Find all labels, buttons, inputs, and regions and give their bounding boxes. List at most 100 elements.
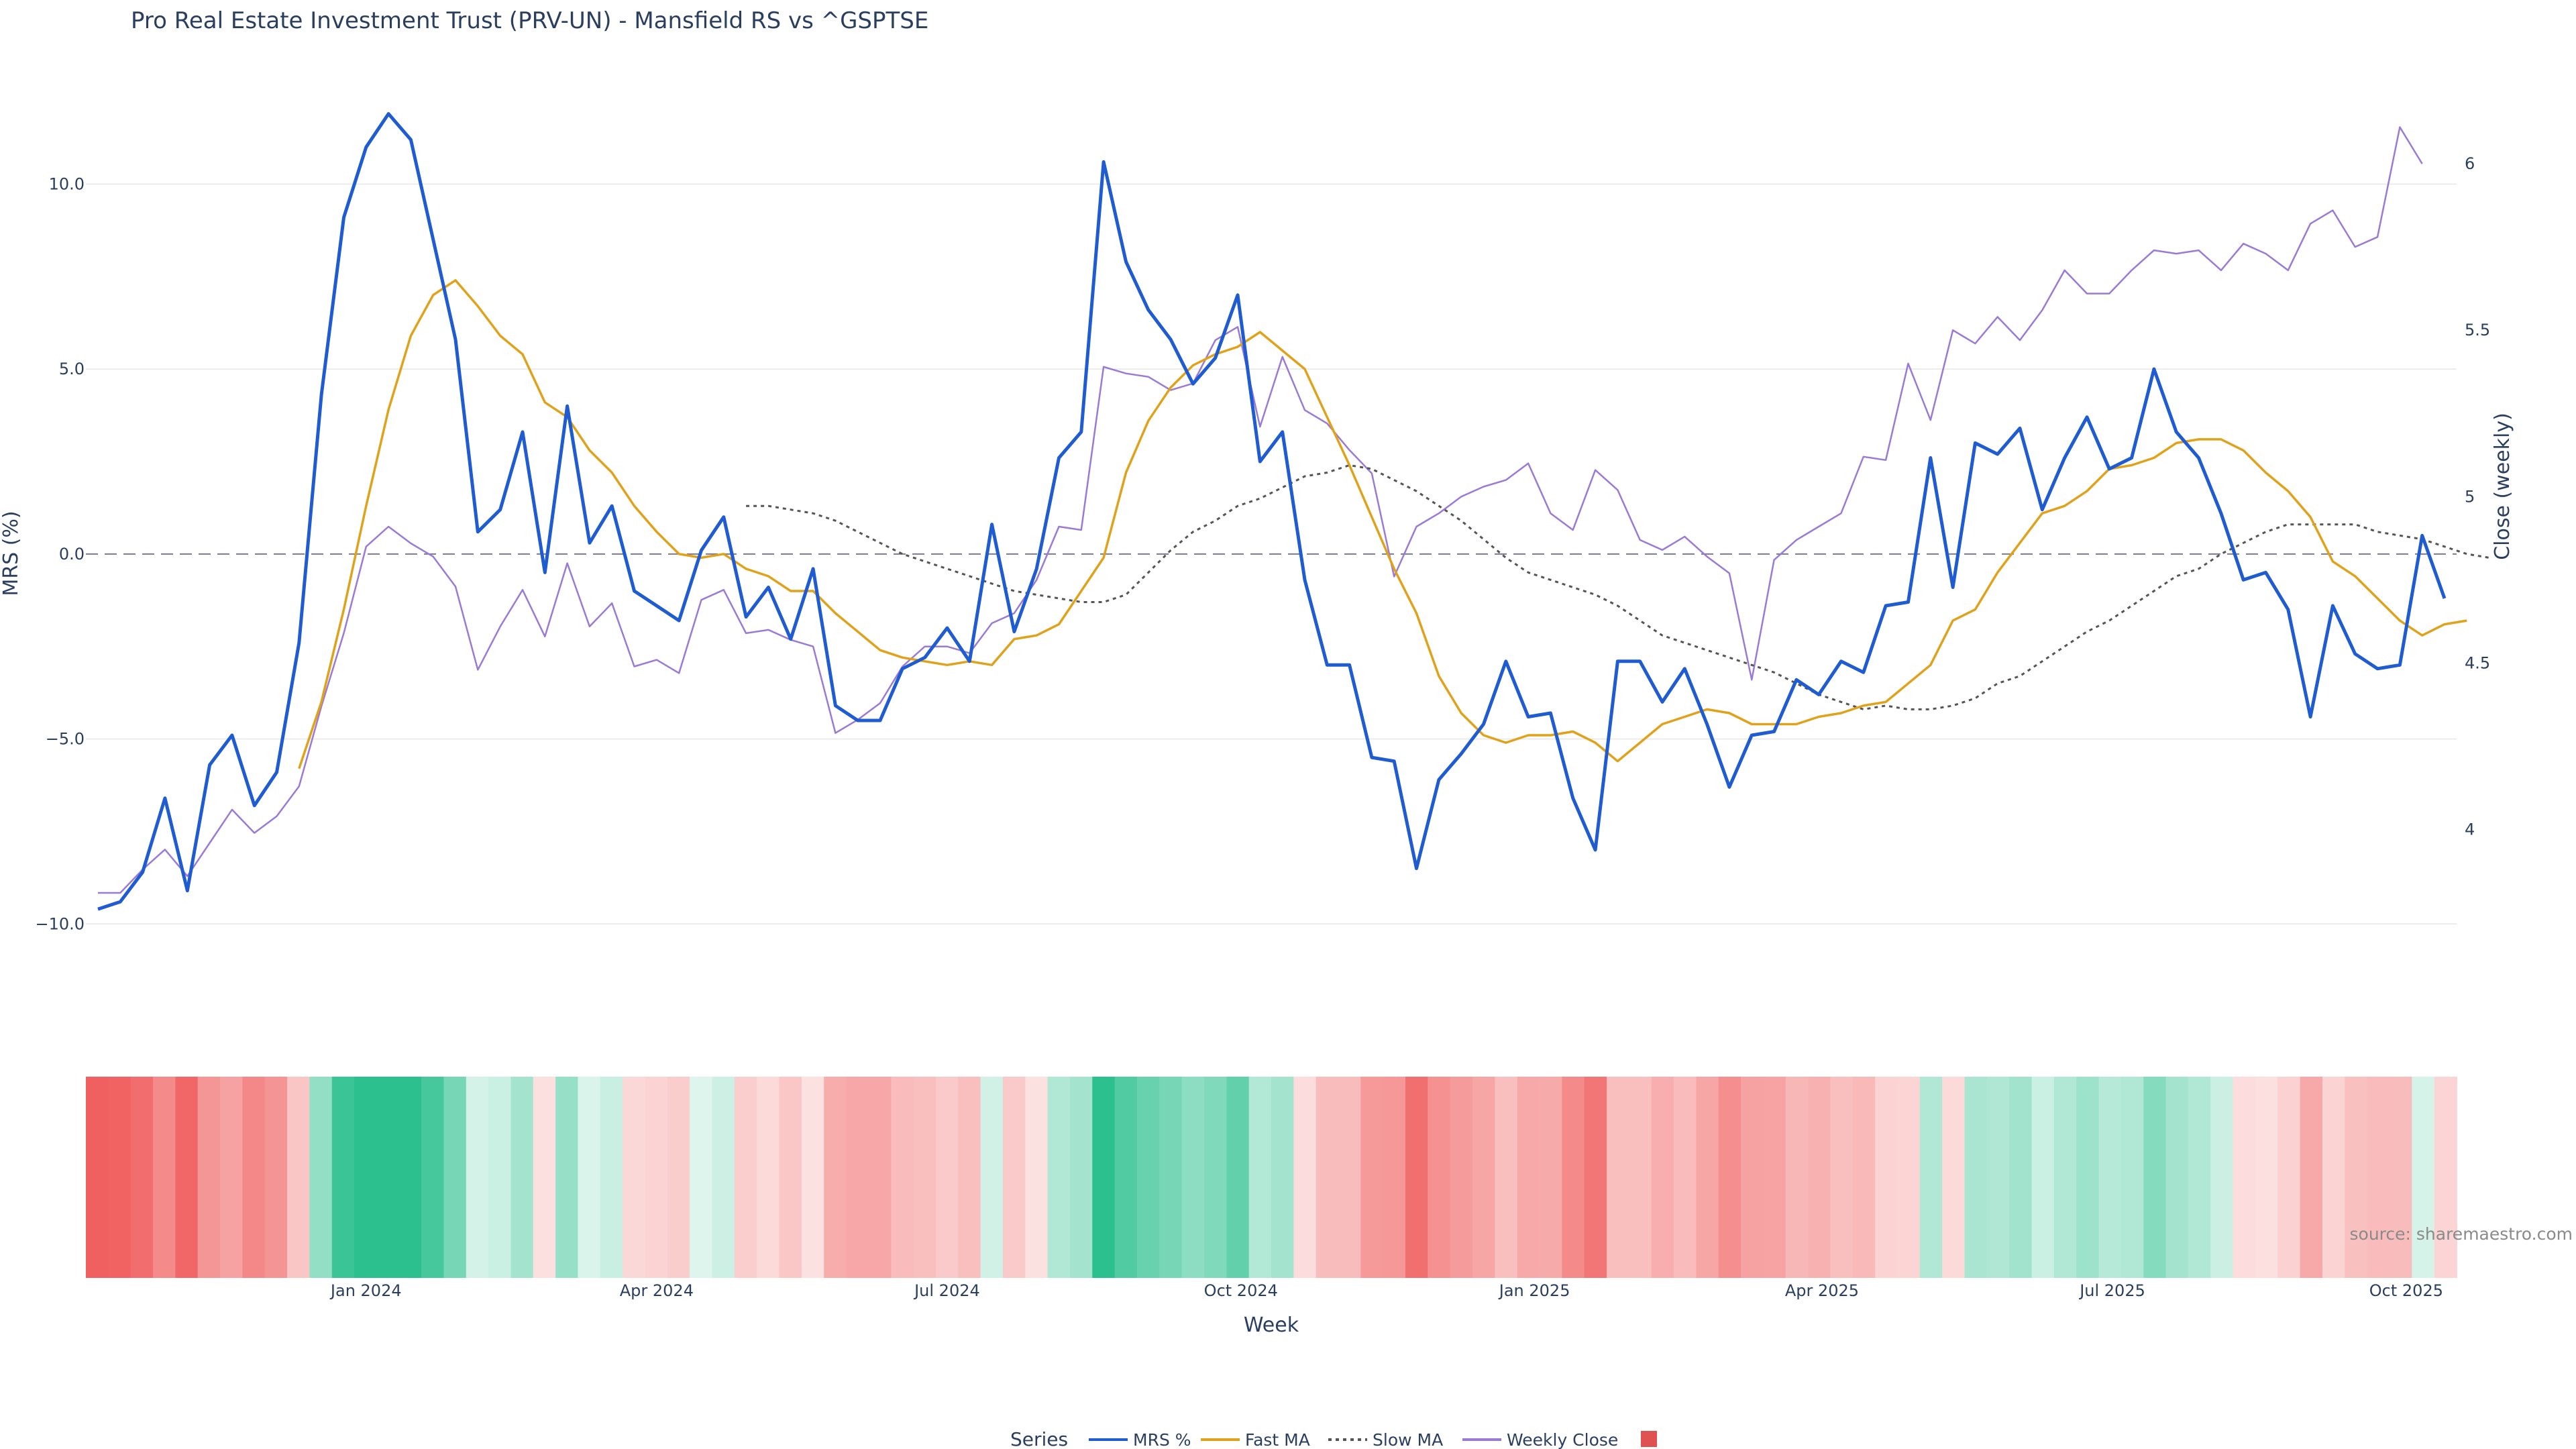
chart-title: Pro Real Estate Investment Trust (PRV-UN… xyxy=(131,7,928,34)
heat-cell xyxy=(1942,1077,1966,1278)
heat-cell xyxy=(1136,1077,1161,1278)
heat-cell xyxy=(913,1077,936,1278)
heat-cell xyxy=(1159,1077,1183,1278)
heat-cell xyxy=(1562,1077,1585,1278)
heat-cell xyxy=(1651,1077,1675,1278)
heat-cell xyxy=(1919,1077,1943,1278)
heat-cell xyxy=(712,1077,735,1278)
heat-cell xyxy=(1203,1077,1228,1278)
heat-cell xyxy=(1181,1077,1205,1278)
heat-cell xyxy=(2277,1077,2301,1278)
heat-cell xyxy=(130,1077,154,1278)
heat-cell xyxy=(2345,1077,2368,1278)
heat-cell xyxy=(2053,1077,2078,1278)
heat-cell xyxy=(1629,1077,1652,1278)
heat-cell xyxy=(1517,1077,1541,1278)
heat-cell xyxy=(533,1077,557,1278)
heat-cell xyxy=(2188,1077,2212,1278)
heat-cell xyxy=(1226,1077,1250,1278)
heat-cell xyxy=(488,1077,512,1278)
heat-cell xyxy=(2255,1077,2279,1278)
heat-cell xyxy=(1092,1077,1116,1278)
heat-cell xyxy=(1495,1077,1518,1278)
legend-swatch-heat xyxy=(1641,1431,1657,1447)
legend-label: Slow MA xyxy=(1373,1430,1443,1449)
heat-cell xyxy=(801,1077,825,1278)
heat-cell xyxy=(287,1077,311,1278)
heat-cell xyxy=(690,1077,713,1278)
heat-cell xyxy=(220,1077,244,1278)
heat-cell xyxy=(1964,1077,1988,1278)
x-tick-label: Jan 2025 xyxy=(1498,1281,1570,1300)
heat-cell xyxy=(1852,1077,1876,1278)
heat-cell xyxy=(1830,1077,1854,1278)
heat-cell xyxy=(2098,1077,2122,1278)
heat-cell xyxy=(757,1077,780,1278)
heat-cell xyxy=(980,1077,1004,1278)
heat-cell xyxy=(153,1077,176,1278)
grid-layer xyxy=(86,183,2457,925)
heat-cell xyxy=(779,1077,802,1278)
heat-cell xyxy=(1808,1077,1831,1278)
heat-cell xyxy=(1271,1077,1295,1278)
y-right-tick-label: 4 xyxy=(2465,820,2475,839)
heat-cell xyxy=(443,1077,467,1278)
heat-cell xyxy=(398,1077,423,1278)
heat-cell xyxy=(1540,1077,1563,1278)
heat-cell xyxy=(958,1077,981,1278)
heat-cell xyxy=(734,1077,758,1278)
heat-cell xyxy=(2367,1077,2390,1278)
heat-cell xyxy=(824,1077,847,1278)
heat-cell xyxy=(1316,1077,1340,1278)
heat-cell xyxy=(309,1077,333,1278)
heat-cell xyxy=(891,1077,914,1278)
y-axis-right-title: Close (weekly) xyxy=(2491,413,2514,560)
y-right-tick-label: 5.5 xyxy=(2465,321,2490,339)
heat-cell xyxy=(1785,1077,1809,1278)
series-layer xyxy=(97,112,2489,911)
heat-cell xyxy=(1674,1077,1697,1278)
heat-cell xyxy=(2009,1077,2033,1278)
series-line-slow-ma xyxy=(746,464,2489,710)
y-left-tick-label: −5.0 xyxy=(46,730,85,749)
heat-cell xyxy=(1607,1077,1630,1278)
heat-cell xyxy=(1472,1077,1496,1278)
heat-cell xyxy=(1450,1077,1474,1278)
legend-label: MRS % xyxy=(1133,1430,1191,1449)
source-note: source: sharemaestro.com xyxy=(2350,1224,2573,1244)
x-tick-label: Apr 2024 xyxy=(620,1281,694,1300)
series-line-weekly-close xyxy=(98,126,2423,894)
y-right-tick-label: 6 xyxy=(2465,154,2475,173)
heat-cell xyxy=(2210,1077,2234,1278)
x-axis-title: Week xyxy=(1244,1313,1299,1337)
heat-cell xyxy=(1114,1077,1138,1278)
heat-cell xyxy=(2300,1077,2323,1278)
x-tick-label: Jul 2024 xyxy=(913,1281,980,1300)
heat-cell xyxy=(1405,1077,1429,1278)
heat-cell xyxy=(264,1077,288,1278)
heat-cell xyxy=(108,1077,131,1278)
heat-cell xyxy=(2233,1077,2256,1278)
heat-cell xyxy=(2076,1077,2100,1278)
y-left-tick-label: 10.0 xyxy=(49,174,85,193)
heat-cell xyxy=(1383,1077,1407,1278)
heat-cell xyxy=(1584,1077,1608,1278)
x-tick-label: Jul 2025 xyxy=(2078,1281,2145,1300)
heat-cell xyxy=(1763,1077,1786,1278)
heat-cell xyxy=(1248,1077,1272,1278)
heat-cell xyxy=(2322,1077,2346,1278)
x-tick-label: Jan 2024 xyxy=(329,1281,402,1300)
y-right-tick-label: 5 xyxy=(2465,487,2475,506)
y-left-tick-label: −10.0 xyxy=(35,914,85,933)
heat-cell xyxy=(1696,1077,1719,1278)
heat-cell xyxy=(645,1077,668,1278)
heat-cell xyxy=(1986,1077,2010,1278)
heat-cell xyxy=(421,1077,445,1278)
heat-cell xyxy=(2434,1077,2457,1278)
heat-cell xyxy=(1025,1077,1049,1278)
heat-cell xyxy=(846,1077,869,1278)
heat-cell xyxy=(667,1077,691,1278)
series-line-fast-ma xyxy=(298,279,2467,769)
legend-label: Fast MA xyxy=(1245,1430,1310,1449)
